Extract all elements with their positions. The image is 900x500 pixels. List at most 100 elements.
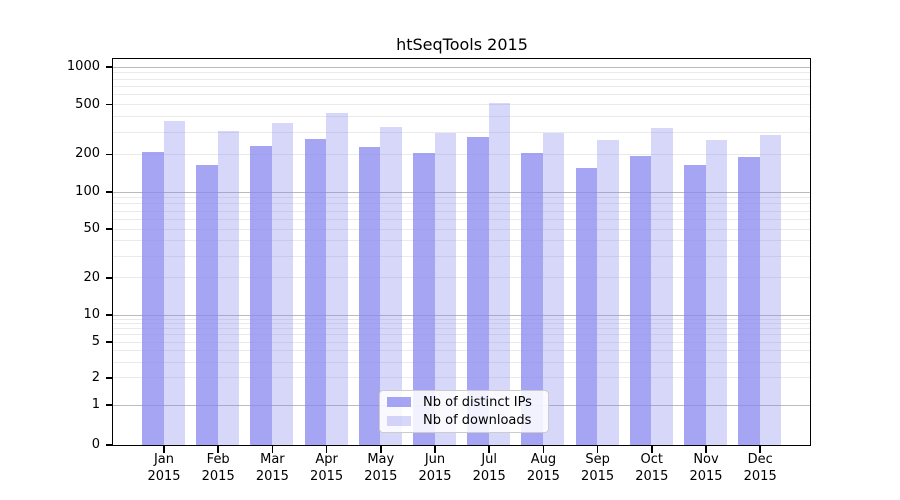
x-tick-year: 2015 [364, 469, 398, 484]
minor-gridline-3 [113, 361, 810, 363]
x-tick-year: 2015 [418, 469, 452, 484]
y-tick-label-10: 10 [83, 307, 100, 322]
x-tick-year: 2015 [472, 469, 506, 484]
x-tick-month: Jun [424, 452, 446, 467]
chart-title: htSeqTools 2015 [396, 35, 528, 54]
x-tick-year: 2015 [147, 469, 181, 484]
y-tick-mark-10 [105, 314, 113, 316]
bar-downloads-jan [163, 121, 185, 445]
y-tick-label-5: 5 [91, 334, 100, 350]
x-tick-month: Aug [530, 452, 557, 467]
bar-downloads-nov [705, 139, 727, 445]
x-tick-label-apr: Apr 2015 [297, 451, 357, 485]
bar-distinct-ips-jan [142, 151, 164, 445]
major-gridline-100 [113, 191, 810, 193]
minor-gridline-600 [113, 94, 810, 96]
y-tick-mark-2 [105, 377, 113, 379]
plot-area: Nb of distinct IPs Nb of downloads [112, 58, 811, 446]
minor-gridline-900 [113, 72, 810, 74]
x-tick-mark-feb [217, 446, 219, 453]
x-tick-year: 2015 [526, 469, 560, 484]
x-tick-label-nov: Nov 2015 [676, 451, 736, 485]
x-tick-mark-may [380, 446, 382, 453]
y-tick-mark-200 [105, 153, 113, 156]
x-tick-year: 2015 [689, 469, 723, 484]
x-tick-month: May [367, 452, 395, 467]
bar-downloads-jun [434, 133, 456, 445]
bar-downloads-aug [542, 133, 565, 445]
y-tick-label-1000: 1000 [66, 59, 100, 74]
x-tick-label-jul: Jul 2015 [459, 451, 519, 485]
bar-distinct-ips-dec [738, 157, 760, 445]
minor-gridline-300 [113, 131, 810, 133]
y-tick-label-20: 20 [83, 269, 100, 285]
x-tick-month: Jul [481, 452, 498, 467]
bar-downloads-dec [759, 134, 782, 445]
y-tick-label-500: 500 [75, 96, 100, 112]
y-tick-mark-100 [105, 191, 113, 193]
x-tick-label-jun: Jun 2015 [405, 451, 465, 485]
legend-swatch-distinct-ips-icon [387, 397, 411, 408]
x-tick-label-sep: Sep 2015 [568, 451, 628, 485]
x-tick-mark-jul [488, 446, 490, 453]
y-tick-mark-50 [105, 228, 113, 230]
y-tick-mark-0 [105, 444, 113, 446]
y-tick-label-50: 50 [83, 221, 100, 237]
y-tick-label-100: 100 [75, 184, 100, 199]
bar-downloads-apr [326, 113, 348, 445]
bar-distinct-ips-aug [521, 153, 543, 445]
minor-gridline-70 [113, 210, 810, 212]
bar-downloads-jul [488, 103, 511, 445]
x-tick-label-may: May 2015 [351, 451, 411, 485]
x-tick-month: Jan [153, 452, 175, 467]
bar-distinct-ips-apr [304, 139, 327, 445]
minor-gridline-7 [113, 328, 810, 330]
bar-downloads-mar [271, 122, 294, 445]
legend-label-downloads: Nb of downloads [423, 413, 532, 429]
y-tick-mark-5 [105, 341, 113, 343]
x-tick-month: Mar [260, 452, 285, 467]
major-gridline-10 [113, 314, 810, 316]
x-tick-label-dec: Dec 2015 [730, 451, 790, 485]
minor-gridline-40 [113, 240, 810, 242]
x-tick-label-jan: Jan 2015 [134, 451, 194, 485]
minor-gridline-8 [113, 323, 810, 325]
x-tick-mark-oct [651, 446, 653, 453]
y-tick-label-1: 1 [91, 397, 100, 412]
bar-distinct-ips-jun [413, 153, 435, 445]
x-tick-month: Oct [640, 452, 664, 467]
x-tick-month: Feb [206, 452, 230, 467]
minor-gridline-500 [113, 104, 810, 106]
x-tick-mark-aug [542, 446, 545, 453]
y-tick-label-2: 2 [91, 369, 100, 385]
x-tick-label-mar: Mar 2015 [242, 451, 302, 485]
legend-swatch-downloads-icon [387, 415, 411, 426]
x-tick-mark-jan [163, 446, 165, 453]
x-tick-month: Nov [693, 452, 719, 467]
bar-downloads-oct [651, 127, 673, 445]
x-tick-year: 2015 [310, 469, 344, 484]
minor-gridline-5 [113, 341, 810, 343]
x-tick-year: 2015 [635, 469, 669, 484]
x-tick-label-aug: Aug 2015 [513, 451, 573, 485]
bar-distinct-ips-feb [196, 165, 218, 445]
minor-gridline-9 [113, 318, 810, 320]
x-tick-mark-mar [271, 446, 274, 453]
bar-distinct-ips-oct [629, 155, 652, 445]
x-tick-label-feb: Feb 2015 [188, 451, 248, 485]
minor-gridline-700 [113, 85, 810, 87]
x-tick-mark-dec [759, 446, 761, 453]
y-tick-label-200: 200 [75, 146, 100, 162]
minor-gridline-20 [113, 277, 810, 279]
bar-downloads-feb [217, 131, 240, 445]
minor-gridline-200 [113, 153, 810, 155]
bar-distinct-ips-nov [684, 164, 706, 445]
bar-distinct-ips-mar [250, 146, 272, 445]
bar-distinct-ips-sep [575, 168, 598, 445]
bar-downloads-may [380, 127, 402, 445]
bar-distinct-ips-may [358, 147, 381, 445]
legend-item-downloads: Nb of downloads [387, 413, 548, 428]
y-tick-mark-1 [105, 404, 113, 406]
x-tick-mark-jun [434, 446, 436, 453]
